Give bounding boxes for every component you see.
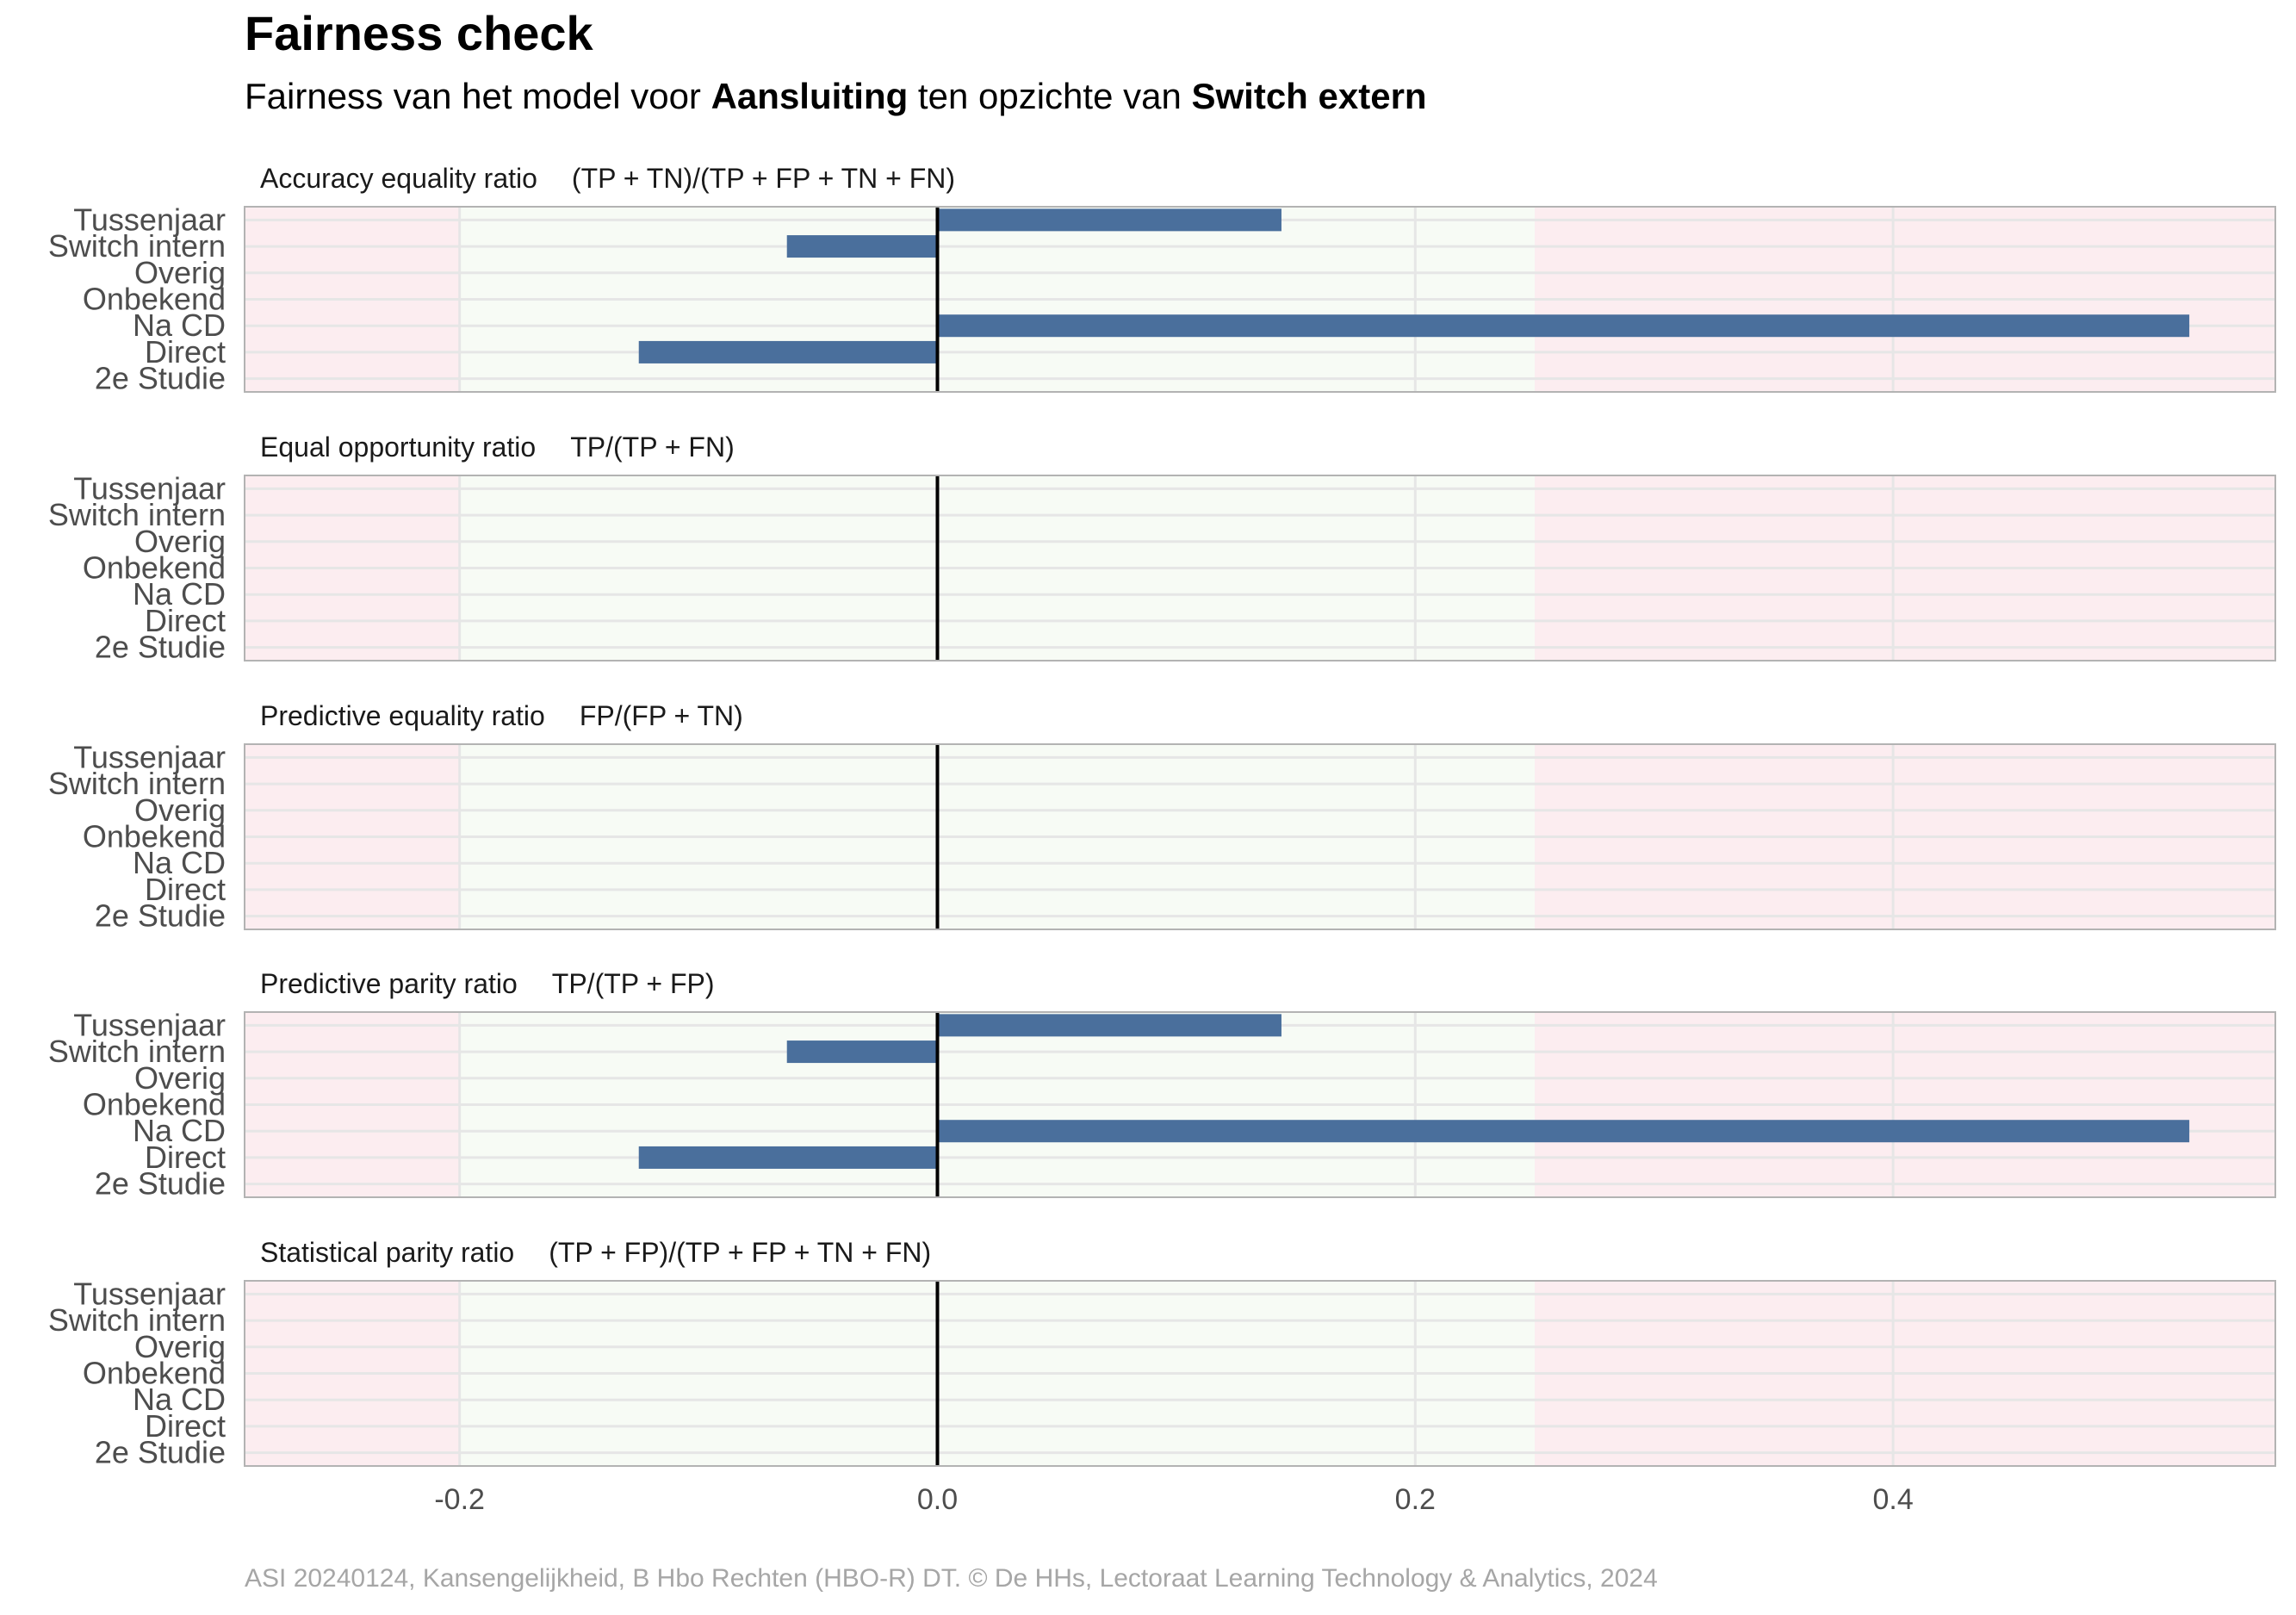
facet-panel: Accuracy equality ratio (TP + TN)/(TP + F… [48, 163, 2276, 396]
facet-panel: Equal opportunity ratio TP/(TP + FN) Tusse… [48, 432, 2276, 665]
y-tick-label: Switch intern [48, 766, 226, 801]
y-tick-label: Overig [134, 1329, 226, 1364]
facet-panel: Statistical parity ratio (TP + FP)/(TP + … [48, 1237, 2276, 1470]
y-tick-label: Na CD [133, 1382, 226, 1417]
y-tick-label: 2e Studie [95, 1435, 226, 1470]
y-tick-label: Na CD [133, 307, 226, 343]
facet-name: Statistical parity ratio [260, 1237, 514, 1268]
panel-border [244, 1280, 2276, 1467]
y-tick-label: 2e Studie [95, 1166, 226, 1202]
y-tick-label: Direct [145, 872, 226, 907]
subtitle-model: Aansluiting [711, 76, 909, 116]
chart-subtitle: Fairness van het model voor Aansluiting … [245, 76, 1427, 117]
y-tick-label: Tussenjaar [73, 1007, 226, 1042]
subtitle-group: Switch extern [1191, 76, 1427, 116]
facet-name: Predictive equality ratio [260, 700, 545, 731]
facet-name: Accuracy equality ratio [260, 163, 537, 194]
y-tick-label: Switch intern [48, 228, 226, 264]
facet-name: Equal opportunity ratio [260, 432, 536, 463]
y-tick-label: Direct [145, 1140, 226, 1175]
y-tick-label: Switch intern [48, 497, 226, 532]
facet-formula: (TP + TN)/(TP + FP + TN + FN) [572, 163, 955, 194]
fairness-chart: Accuracy equality ratio (TP + TN)/(TP + F… [48, 163, 2276, 1516]
facet-formula: TP/(TP + FP) [552, 968, 715, 999]
facet-panel: Predictive parity ratio TP/(TP + FP) Tusse… [48, 968, 2276, 1202]
panel-border [244, 1011, 2276, 1198]
panel-border [244, 743, 2276, 930]
subtitle-middle: ten opzichte van [908, 76, 1192, 116]
y-tick-label: 2e Studie [95, 361, 226, 396]
bar [937, 1120, 2190, 1143]
bar [937, 208, 1281, 232]
y-tick-label: Na CD [133, 845, 226, 880]
y-tick-label: Direct [145, 334, 226, 370]
bar [786, 235, 938, 258]
x-tick-label: 0.0 [917, 1483, 958, 1516]
bar [638, 1146, 938, 1169]
y-tick-label: Onbekend [83, 1087, 226, 1122]
y-tick-label: Direct [145, 1408, 226, 1444]
facet-formula: FP/(FP + TN) [580, 700, 743, 731]
facet-strip-title: Predictive parity ratio TP/(TP + FP) [260, 968, 715, 999]
facet-name: Predictive parity ratio [260, 968, 518, 999]
x-tick-label: 0.2 [1395, 1483, 1436, 1516]
y-tick-label: Switch intern [48, 1302, 226, 1338]
y-tick-label: Onbekend [83, 819, 226, 854]
facet-strip-title: Accuracy equality ratio (TP + TN)/(TP + F… [260, 163, 955, 194]
y-tick-label: Switch intern [48, 1034, 226, 1069]
y-tick-label: Onbekend [83, 1356, 226, 1391]
facet-formula: (TP + FP)/(TP + FP + TN + FN) [549, 1237, 931, 1268]
facet-panel: Predictive equality ratio FP/(FP + TN) Tus… [48, 700, 2276, 934]
y-tick-label: Overig [134, 1060, 226, 1096]
y-tick-label: Onbekend [83, 550, 226, 586]
chart-caption: ASI 20240124, Kansengelijkheid, B Hbo Re… [245, 1564, 1658, 1593]
y-tick-label: 2e Studie [95, 630, 226, 665]
y-tick-label: Tussenjaar [73, 739, 226, 774]
y-tick-label: Direct [145, 603, 226, 638]
facet-formula: TP/(TP + FN) [570, 432, 735, 463]
y-tick-label: Overig [134, 524, 226, 559]
y-tick-label: Na CD [133, 1113, 226, 1148]
y-tick-label: Overig [134, 255, 226, 290]
x-tick-label: 0.4 [1873, 1483, 1914, 1516]
panel-border [244, 475, 2276, 662]
y-tick-label: 2e Studie [95, 898, 226, 934]
y-tick-label: Tussenjaar [73, 470, 226, 506]
x-tick-label: -0.2 [434, 1483, 485, 1516]
facet-strip-title: Predictive equality ratio FP/(FP + TN) [260, 700, 743, 731]
y-tick-label: Onbekend [83, 282, 226, 317]
chart-title: Fairness check [245, 6, 593, 60]
y-tick-label: Tussenjaar [73, 202, 226, 237]
bar [638, 340, 938, 363]
panel-border [244, 206, 2276, 393]
bar [786, 1040, 938, 1064]
y-tick-label: Na CD [133, 576, 226, 612]
facet-strip-title: Equal opportunity ratio TP/(TP + FN) [260, 432, 735, 463]
y-tick-label: Tussenjaar [73, 1276, 226, 1311]
bar [937, 1014, 1281, 1037]
subtitle-prefix: Fairness van het model voor [245, 76, 711, 116]
facet-strip-title: Statistical parity ratio (TP + FP)/(TP + … [260, 1237, 931, 1268]
bar [937, 314, 2190, 338]
y-tick-label: Overig [134, 792, 226, 828]
